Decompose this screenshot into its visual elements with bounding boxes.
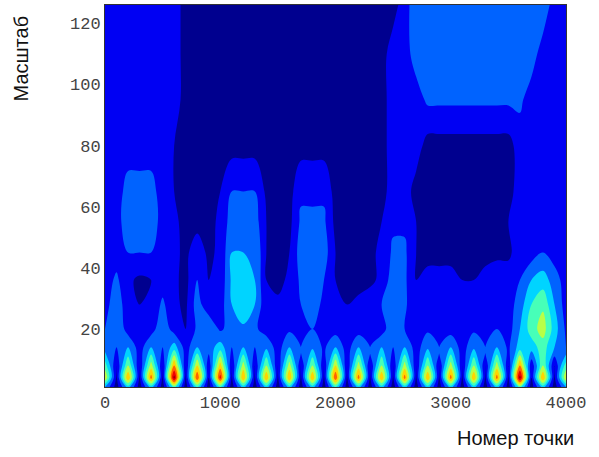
svg-text:Номер точки: Номер точки — [457, 427, 574, 449]
svg-text:60: 60 — [80, 199, 100, 218]
svg-text:4000: 4000 — [546, 394, 587, 413]
svg-text:80: 80 — [80, 138, 100, 157]
svg-text:100: 100 — [70, 76, 101, 95]
svg-text:1000: 1000 — [200, 394, 241, 413]
svg-text:40: 40 — [80, 260, 100, 279]
svg-text:0: 0 — [100, 394, 110, 413]
svg-text:120: 120 — [70, 15, 101, 34]
svg-text:2000: 2000 — [315, 394, 356, 413]
svg-text:20: 20 — [80, 321, 100, 340]
svg-text:3000: 3000 — [430, 394, 471, 413]
svg-text:Масштаб: Масштаб — [10, 16, 32, 102]
